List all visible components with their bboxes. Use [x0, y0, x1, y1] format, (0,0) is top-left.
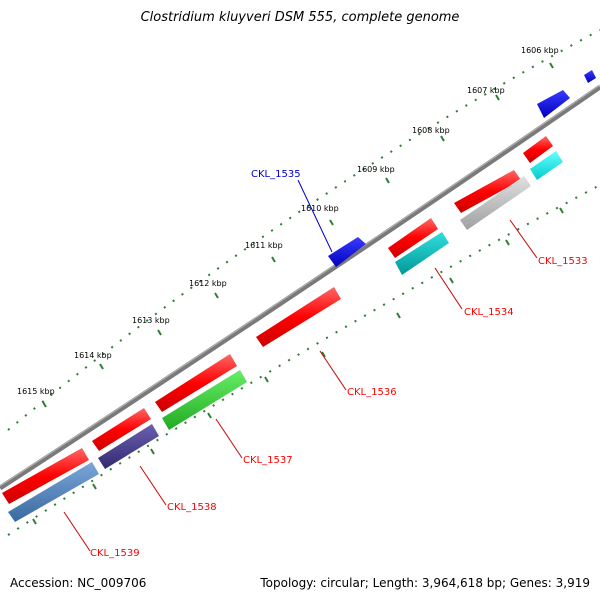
label-leader-lines: [63, 179, 538, 552]
gene-ckl-1534-rna: [395, 232, 449, 275]
label-ckl-1533: CKL_1533: [538, 256, 588, 267]
label-ckl-1534: CKL_1534: [464, 307, 514, 318]
gene-ckl-1539-rna: [8, 462, 99, 522]
label-ckl-1537: CKL_1537: [243, 455, 293, 466]
outer-strand-features: [2, 70, 596, 504]
label-ckl-1539: CKL_1539: [90, 548, 140, 559]
tick-label-1615: 1615 kbp: [17, 387, 55, 396]
leader-ckl-1534: [434, 267, 463, 310]
gene-ckl-1533-rna: [460, 176, 531, 230]
leader-ckl-1536: [319, 350, 347, 391]
gene-ckl-1533-cds: [454, 170, 521, 213]
tick-label-1613: 1613 kbp: [132, 316, 170, 325]
gene-ckl-1537-rna: [162, 370, 247, 430]
gene-ckl-1538-cds: [92, 408, 151, 451]
tick-label-1610: 1610 kbp: [301, 204, 339, 213]
leader-ckl-1535: [297, 179, 333, 253]
tick-label-1606: 1606 kbp: [521, 46, 559, 55]
label-ckl-1538: CKL_1538: [167, 502, 217, 513]
tick-label-1614: 1614 kbp: [74, 351, 112, 360]
tick-label-1607: 1607 kbp: [467, 86, 505, 95]
gene-ckl-1533-outer: [523, 136, 553, 163]
leader-ckl-1539: [63, 511, 91, 552]
inner-major-ticks: [32, 207, 564, 525]
leader-ckl-1537: [215, 418, 243, 459]
genome-backbone: [0, 84, 600, 491]
leader-ckl-1533: [509, 219, 538, 259]
genome-summary-text: Topology: circular; Length: 3,964,618 bp…: [260, 576, 590, 590]
gene-blue-1606: [537, 90, 570, 118]
gene-ckl-1536-cds: [256, 287, 341, 347]
outer-major-ticks: [42, 62, 554, 408]
accession-text: Accession: NC_009706: [10, 576, 147, 590]
map-title: Clostridium kluyveri DSM 555, complete g…: [140, 10, 460, 25]
leader-ckl-1538: [139, 465, 167, 506]
label-ckl-1536: CKL_1536: [347, 387, 397, 398]
gene-ckl-1537-cds: [155, 354, 237, 412]
gene-ckl-1539-cds: [2, 448, 89, 504]
label-ckl-1535: CKL_1535: [251, 169, 301, 180]
inner-strand-features: [8, 151, 563, 522]
gene-cds-far-right: [584, 70, 596, 83]
gene-ckl-1535: [328, 237, 366, 267]
tick-label-1608: 1608 kbp: [412, 126, 450, 135]
inner-tick-ring: [7, 184, 600, 536]
tick-label-1609: 1609 kbp: [357, 165, 395, 174]
gene-ckl-1538-rna: [98, 424, 159, 469]
genome-backbone-highlight: [0, 84, 600, 487]
tick-label-1611: 1611 kbp: [245, 241, 283, 250]
gene-ckl-1534-cds: [388, 218, 438, 258]
outer-tick-ring: [7, 29, 600, 431]
tick-label-1612: 1612 kbp: [189, 279, 227, 288]
gene-cyan-right: [530, 151, 563, 180]
